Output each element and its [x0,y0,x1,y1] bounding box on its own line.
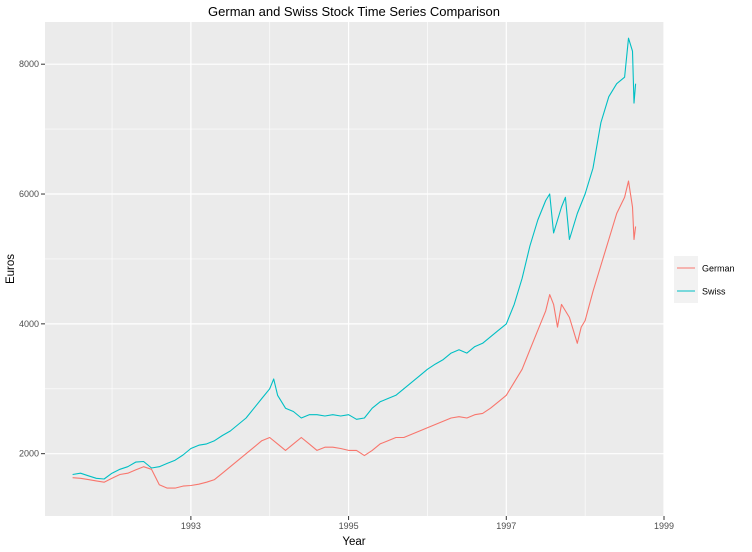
y-tick-label: 6000 [19,189,39,199]
y-tick-label: 4000 [19,319,39,329]
series-line-swiss [72,37,637,480]
series-layer [72,37,637,489]
legend-label-swiss: Swiss [702,287,726,297]
x-tick-label: 1995 [339,521,359,531]
plot-panel [45,22,664,516]
x-tick-label: 1999 [654,521,674,531]
x-tick-label: 1997 [496,521,516,531]
chart-title: German and Swiss Stock Time Series Compa… [208,4,500,19]
grid [45,22,665,516]
axes: 1993 1995 1997 1999 2000 4000 6000 8000 [19,59,674,531]
series-line-german [72,180,637,489]
y-tick-label: 8000 [19,59,39,69]
x-tick-label: 1993 [181,521,201,531]
legend-label-german: German [702,264,735,274]
y-tick-label: 2000 [19,449,39,459]
y-axis-title: Euros [5,254,17,284]
x-axis-title: Year [342,536,365,548]
legend: German Swiss [674,256,735,303]
